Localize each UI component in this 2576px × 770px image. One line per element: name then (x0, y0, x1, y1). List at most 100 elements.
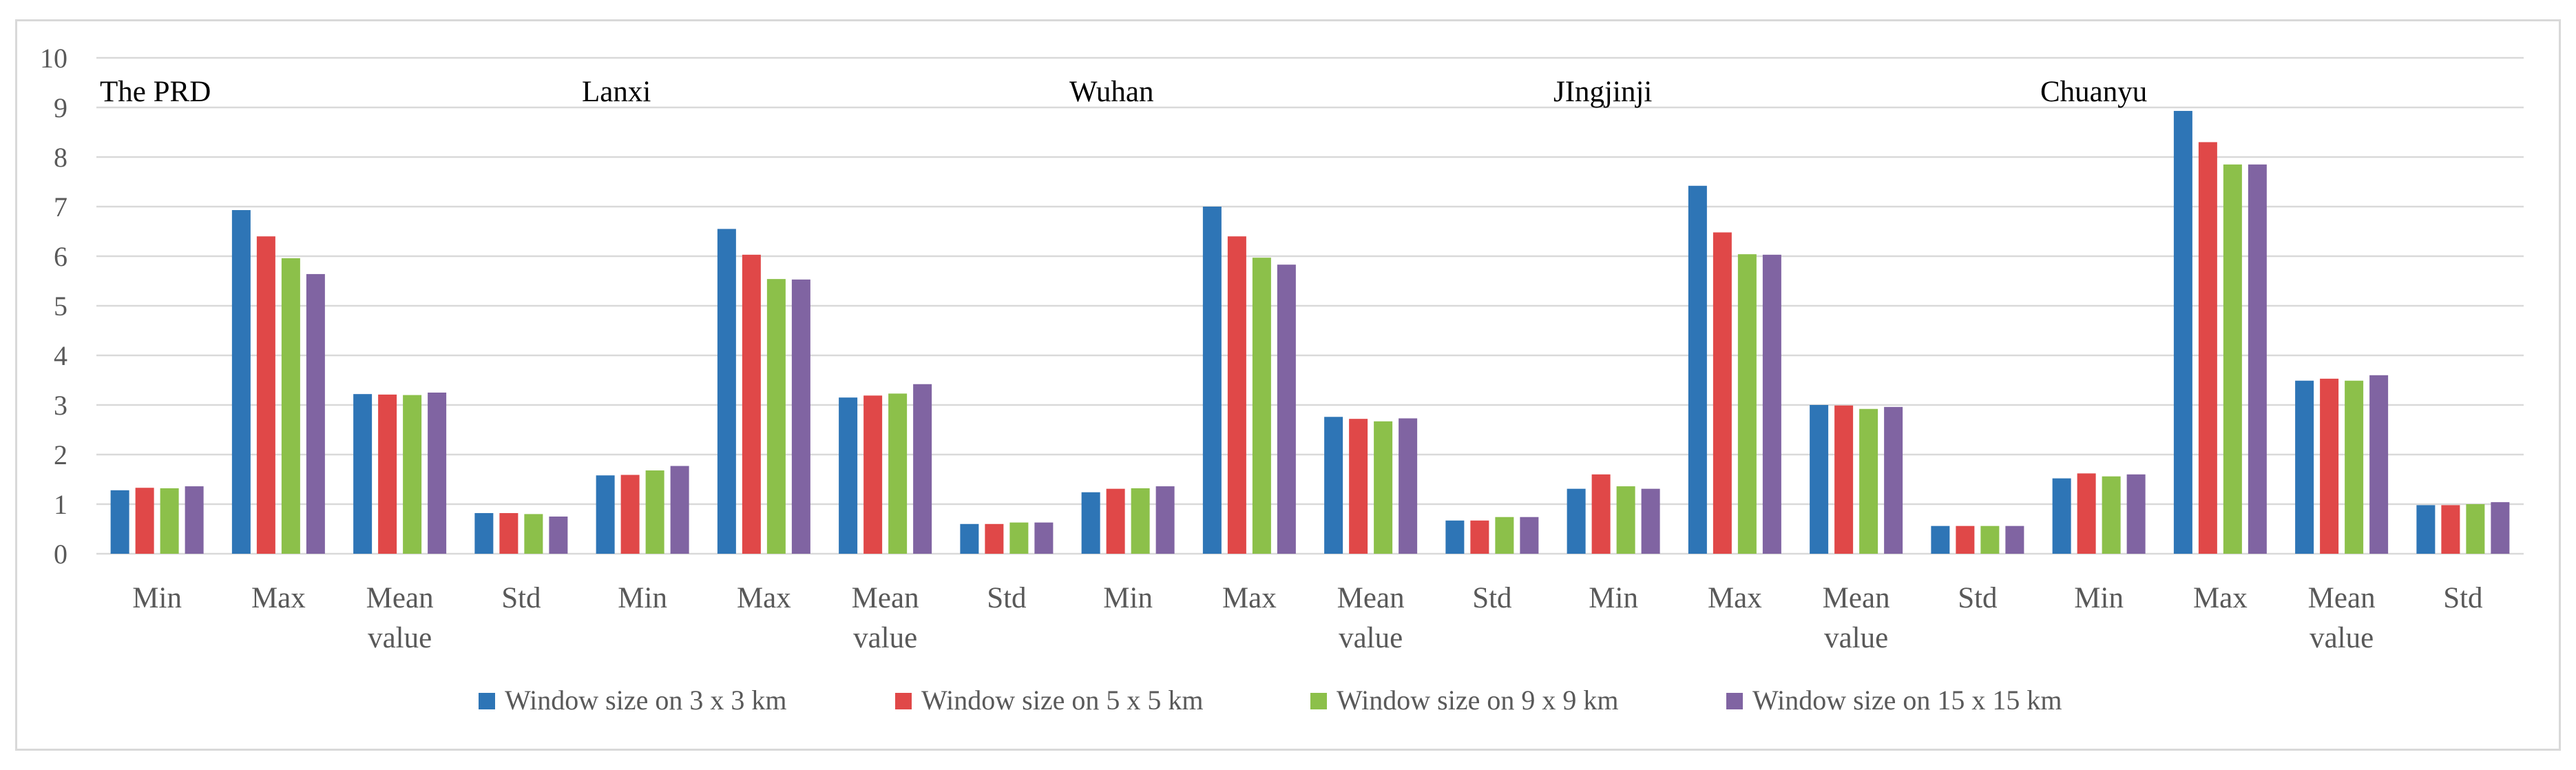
bar (1931, 526, 1950, 554)
bar (2173, 111, 2192, 554)
bar (2416, 505, 2436, 554)
bar (596, 475, 615, 554)
bar (1616, 486, 1635, 554)
legend-label: Window size on 5 x 5 km (921, 685, 1203, 716)
bar (428, 393, 447, 554)
bar (549, 517, 568, 554)
bar (353, 394, 373, 554)
region-label: Wuhan (1069, 76, 1153, 108)
x-tick-label: Std (987, 582, 1026, 614)
region-label: Lanxi (582, 76, 651, 108)
bar (1956, 526, 1975, 554)
x-tick-label: Mean value (2308, 582, 2376, 654)
bar (1106, 488, 1125, 554)
y-tick-label: 9 (54, 92, 67, 123)
bar (670, 466, 689, 554)
bar (2052, 478, 2071, 554)
y-tick-label: 4 (54, 340, 67, 371)
bar (1470, 520, 1489, 554)
x-tick-label: Max (2193, 582, 2248, 614)
legend-swatch (1310, 693, 1327, 709)
x-tick-label: Max (1222, 582, 1277, 614)
bars (110, 111, 2510, 554)
bar (1155, 486, 1175, 554)
bar (160, 488, 179, 554)
gridlines (96, 56, 2524, 555)
bar (135, 488, 154, 554)
bar (839, 397, 858, 554)
bar (913, 384, 932, 554)
legend-swatch (895, 693, 912, 709)
legend-swatch (479, 693, 495, 709)
bar (2077, 473, 2096, 554)
x-tick-label: Min (2074, 582, 2124, 614)
bar (717, 229, 736, 554)
bar (1884, 406, 1903, 554)
bar (960, 523, 979, 554)
region-label: The PRD (100, 76, 211, 108)
bar (1641, 488, 1660, 554)
x-tick-label: Max (737, 582, 791, 614)
y-tick-label: 5 (54, 291, 67, 322)
bar (231, 210, 251, 554)
bar (185, 486, 204, 554)
bar (1399, 418, 1418, 554)
x-tick-label: Std (2443, 582, 2482, 614)
bar (863, 395, 883, 554)
bar (378, 394, 397, 554)
y-tick-label: 6 (54, 241, 67, 272)
bar (306, 273, 325, 554)
y-tick-label: 2 (54, 439, 67, 470)
x-tick-label: Min (1103, 582, 1153, 614)
bar (1495, 517, 1514, 554)
bar (1227, 236, 1246, 554)
bar (281, 258, 300, 554)
bar (2491, 502, 2510, 554)
bar (2248, 164, 2267, 554)
legend-label: Window size on 15 x 15 km (1752, 685, 2062, 716)
bar (1713, 232, 1732, 554)
bar (1567, 488, 1586, 554)
region-labels: The PRD Lanxi Wuhan JIngjinji Chuanyu (100, 76, 2147, 108)
legend-label: Window size on 3 x 3 km (505, 685, 786, 716)
bar (791, 279, 810, 554)
bar (2441, 505, 2460, 554)
region-label: Chuanyu (2040, 76, 2147, 108)
bar (403, 395, 422, 554)
bar (1324, 417, 1343, 554)
bar (1762, 254, 1781, 554)
x-tick-label: Max (1708, 582, 1762, 614)
y-tick-label: 0 (54, 539, 67, 570)
bar (256, 236, 275, 554)
region-label: JIngjinji (1553, 76, 1652, 108)
bar (474, 512, 494, 554)
y-tick-label: 3 (54, 390, 67, 421)
x-tick-label: Mean value (852, 582, 919, 654)
bar (1859, 408, 1878, 554)
bar (2320, 378, 2339, 554)
bar (1131, 488, 1150, 554)
bar (2369, 375, 2389, 554)
bar (888, 393, 908, 554)
bar (1277, 264, 1296, 554)
y-tick-label: 8 (54, 142, 67, 173)
bar (2198, 142, 2217, 554)
bar (2005, 526, 2024, 554)
bar (1034, 522, 1054, 554)
bar (2126, 474, 2146, 554)
bar (2295, 380, 2314, 554)
bar (1349, 419, 1368, 554)
bar (1252, 258, 1271, 554)
y-tick-label: 7 (54, 191, 67, 222)
x-tick-label: Min (1589, 582, 1638, 614)
x-tick-label: Mean value (1337, 582, 1405, 654)
bar (1445, 520, 1465, 554)
bar (2102, 476, 2121, 554)
y-tick-label: 1 (54, 489, 67, 520)
bar (1810, 405, 1829, 554)
bar (1591, 474, 1611, 554)
bar (1737, 254, 1757, 554)
y-axis: 0 1 2 3 4 5 6 7 8 9 10 (40, 43, 67, 570)
legend-swatch (1726, 693, 1743, 709)
